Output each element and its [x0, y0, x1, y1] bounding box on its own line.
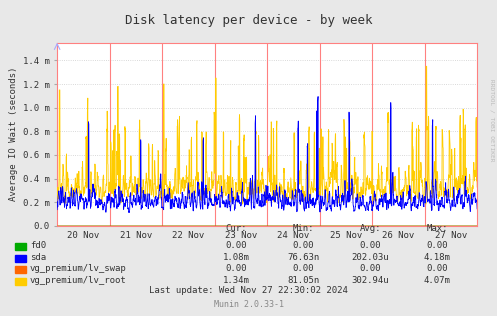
Y-axis label: Average IO Wait (seconds): Average IO Wait (seconds): [9, 67, 18, 202]
Text: sda: sda: [30, 253, 46, 262]
Text: 81.05n: 81.05n: [287, 276, 319, 285]
Text: Min:: Min:: [292, 224, 314, 233]
Text: Last update: Wed Nov 27 22:30:02 2024: Last update: Wed Nov 27 22:30:02 2024: [149, 286, 348, 295]
Text: 4.18m: 4.18m: [424, 253, 451, 262]
Text: Disk latency per device - by week: Disk latency per device - by week: [125, 14, 372, 27]
Text: 1.34m: 1.34m: [223, 276, 249, 285]
Text: 0.00: 0.00: [359, 241, 381, 250]
Text: 0.00: 0.00: [292, 264, 314, 273]
Text: 1.08m: 1.08m: [223, 253, 249, 262]
Text: vg_premium/lv_swap: vg_premium/lv_swap: [30, 264, 127, 273]
Text: Cur:: Cur:: [225, 224, 247, 233]
Text: vg_premium/lv_root: vg_premium/lv_root: [30, 276, 127, 285]
Text: RRDTOOL / TOBI OETIKER: RRDTOOL / TOBI OETIKER: [490, 79, 495, 161]
Text: Munin 2.0.33-1: Munin 2.0.33-1: [214, 300, 283, 308]
Text: Avg:: Avg:: [359, 224, 381, 233]
Text: Max:: Max:: [426, 224, 448, 233]
Text: fd0: fd0: [30, 241, 46, 250]
Text: 76.63n: 76.63n: [287, 253, 319, 262]
Text: 0.00: 0.00: [426, 264, 448, 273]
Text: 0.00: 0.00: [225, 264, 247, 273]
Text: 202.03u: 202.03u: [351, 253, 389, 262]
Text: 4.07m: 4.07m: [424, 276, 451, 285]
Text: 0.00: 0.00: [225, 241, 247, 250]
Text: 0.00: 0.00: [292, 241, 314, 250]
Text: 0.00: 0.00: [426, 241, 448, 250]
Text: 0.00: 0.00: [359, 264, 381, 273]
Text: 302.94u: 302.94u: [351, 276, 389, 285]
